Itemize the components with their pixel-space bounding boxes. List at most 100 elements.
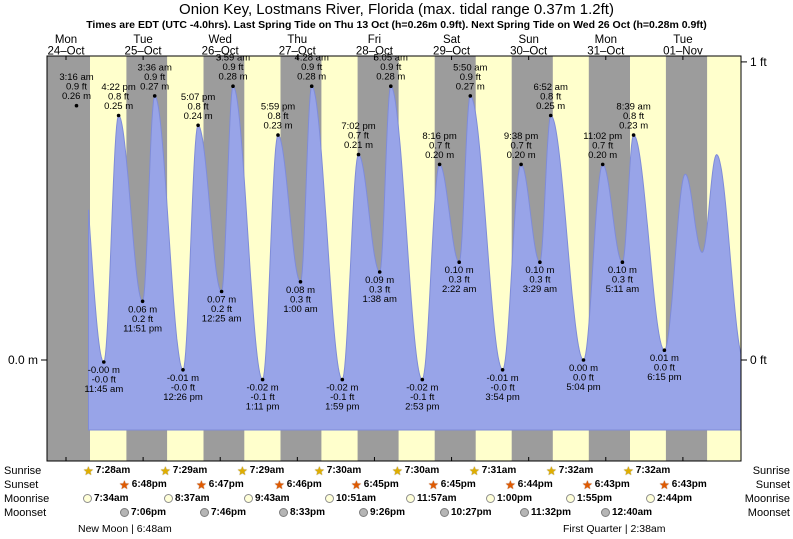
moonset-row: Moonset 7:06pm 7:46pm 8:33pm 9:26pm 10:27pm 1…: [0, 506, 793, 520]
moonset-time: 7:46pm: [211, 507, 247, 518]
tide-ft-label: 0.9 ft: [460, 72, 481, 83]
tide-extreme-dot: [631, 133, 636, 137]
moonrise-marker: 8:37am: [164, 492, 209, 505]
day-of-week-label: Thu: [287, 34, 307, 46]
sunrise-marker: ★ 7:31am: [469, 464, 516, 477]
tide-extreme-dot: [600, 162, 605, 167]
tide-time-label: 5:04 pm: [566, 382, 600, 393]
moonrise-marker: 1:00pm: [486, 492, 532, 505]
day-of-week-label: Mon: [55, 34, 77, 46]
date-label: 28–Oct: [356, 46, 394, 58]
tide-extreme-dot: [437, 162, 442, 167]
tide-time-label: 6:15 pm: [647, 372, 681, 383]
new-moon-label: New Moon | 6:48am: [78, 523, 172, 535]
sunset-row: Sunset ★ 6:48pm ★ 6:47pm ★ 6:46pm ★ 6:45pm ★ 6:45…: [0, 478, 793, 492]
tide-extreme-dot: [548, 113, 553, 118]
moonset-icon: [520, 508, 529, 517]
tide-ft-label: 0.0 ft: [654, 363, 675, 374]
tide-extreme-dot: [538, 260, 542, 264]
tide-ft-label: 0.7 ft: [592, 140, 613, 151]
tide-ft-label: 0.8 ft: [623, 111, 644, 122]
sunrise-icon: ★: [392, 463, 403, 478]
sunset-marker: ★ 6:46pm: [274, 478, 322, 491]
tide-ft-label: 0.3 ft: [612, 275, 633, 286]
tide-m-label: 0.23 m: [619, 121, 648, 132]
tide-extreme-dot: [74, 103, 79, 108]
sunset-marker: ★ 6:48pm: [119, 478, 167, 491]
moonset-marker: 12:40am: [601, 506, 652, 519]
tide-ft-label: 0.3 ft: [369, 285, 390, 296]
day-of-week-label: Mon: [595, 34, 617, 46]
sunset-marker: ★ 6:43pm: [659, 478, 707, 491]
tide-m-label: -0.01 m: [486, 373, 518, 384]
tide-m-label: 0.07 m: [207, 295, 236, 306]
tide-ft-label: 0.2 ft: [211, 304, 232, 315]
day-of-week-label: Tue: [673, 34, 692, 46]
tide-m-label: 0.00 m: [569, 363, 598, 374]
moonset-time: 7:06pm: [131, 507, 167, 518]
sunrise-time: 7:30am: [326, 465, 362, 476]
moonrise-marker: 1:55pm: [566, 492, 612, 505]
date-label: 24–Oct: [47, 46, 85, 58]
date-label: 25–Oct: [125, 46, 163, 58]
moonrise-time: 10:51am: [336, 493, 377, 504]
moon-phase-row: New Moon | 6:48am First Quarter | 2:38am: [0, 522, 793, 537]
date-label: 27–Oct: [279, 46, 317, 58]
sunrise-time: 7:30am: [404, 465, 440, 476]
moonrise-time: 8:37am: [175, 493, 210, 504]
tide-ft-label: 0.8 ft: [108, 92, 129, 103]
tide-time-label: 3:36 am: [138, 62, 172, 73]
tide-m-label: 0.23 m: [263, 121, 292, 132]
moonset-time: 8:33pm: [290, 507, 326, 518]
moonset-row-label-right: Moonset: [747, 507, 790, 519]
sunset-row-label-right: Sunset: [755, 479, 790, 491]
sunset-time: 6:43pm: [594, 479, 630, 490]
tide-time-label: 1:11 pm: [246, 402, 280, 413]
sunset-icon: ★: [505, 477, 516, 492]
tide-time-label: 3:16 am: [59, 72, 93, 83]
sunrise-row: Sunrise ★ 7:28am ★ 7:29am ★ 7:29am ★ 7:30am ★ 7:3…: [0, 464, 793, 478]
tide-time-label: 5:07 pm: [181, 92, 215, 103]
tide-time-label: 12:26 pm: [163, 392, 203, 403]
moonrise-icon: [486, 494, 495, 503]
sunrise-time: 7:29am: [172, 465, 208, 476]
moonrise-row: Moonrise 7:34am 8:37am 9:43am 10:51am 11:57a…: [0, 492, 793, 506]
moonset-icon: [359, 508, 368, 517]
tide-time-label: 5:59 pm: [261, 102, 295, 113]
sunset-marker: ★ 6:47pm: [196, 478, 244, 491]
plot-border: [46, 55, 742, 462]
sunrise-icon: ★: [546, 463, 557, 478]
tide-m-label: 0.20 m: [425, 150, 454, 161]
tide-ft-label: -0.0 ft: [92, 375, 117, 386]
moonset-time: 9:26pm: [370, 507, 406, 518]
sunrise-icon: ★: [469, 463, 480, 478]
day-of-week-label: Wed: [208, 34, 231, 46]
tide-extreme-dot: [457, 260, 462, 264]
moonrise-time: 7:34am: [94, 493, 129, 504]
y-axis-right-zero-label: 0 ft: [750, 353, 767, 367]
y-axis-left-label: 0.0 m: [8, 353, 38, 367]
tide-ft-label: 0.9 ft: [380, 62, 401, 73]
moonset-marker: 8:33pm: [279, 506, 325, 519]
sunset-icon: ★: [582, 477, 593, 492]
moonset-marker: 9:26pm: [359, 506, 405, 519]
tide-ft-label: 0.0 ft: [573, 373, 594, 384]
moonset-marker: 11:32pm: [520, 506, 571, 519]
sunset-icon: ★: [274, 477, 285, 492]
sunset-icon: ★: [428, 477, 439, 492]
moonrise-row-label-right: Moonrise: [744, 493, 790, 505]
tide-m-label: 0.20 m: [588, 150, 617, 161]
tide-ft-label: 0.8 ft: [267, 111, 288, 122]
sunrise-marker: ★ 7:32am: [546, 464, 593, 477]
tide-m-label: 0.06 m: [128, 304, 157, 315]
moonset-time: 10:27pm: [451, 507, 492, 518]
moonset-marker: 7:46pm: [200, 506, 246, 519]
tide-extreme-dot: [356, 152, 361, 157]
page-title: Onion Key, Lostmans River, Florida (max.…: [179, 1, 614, 18]
tide-ft-label: 0.8 ft: [188, 101, 209, 112]
sunrise-marker: ★ 7:28am: [83, 464, 130, 477]
tide-m-label: -0.00 m: [88, 365, 120, 376]
moonset-marker: 10:27pm: [440, 506, 492, 519]
sunrise-row-label-right: Sunrise: [752, 465, 790, 477]
moonset-time: 11:32pm: [531, 507, 572, 518]
